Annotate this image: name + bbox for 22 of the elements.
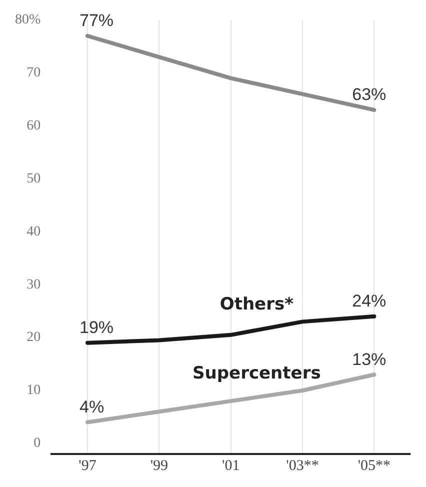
- x-tick-label: '99: [150, 458, 168, 474]
- data-label: 77%: [79, 11, 114, 30]
- series-label: Supercenters: [192, 363, 321, 384]
- y-tick-label: 60: [26, 118, 41, 134]
- data-label: 4%: [79, 397, 104, 416]
- y-tick-label: 20: [26, 330, 41, 346]
- data-label: 63%: [352, 85, 386, 104]
- data-label: 19%: [79, 318, 114, 338]
- y-tick-label: 70: [26, 66, 41, 81]
- y-tick-label: 80%: [14, 12, 41, 28]
- data-label: 24%: [352, 292, 386, 311]
- series-label: Others*: [220, 294, 294, 315]
- y-tick-label: 50: [26, 171, 41, 186]
- x-tick-label: '03**: [286, 458, 319, 474]
- x-tick-label: '01: [222, 458, 240, 474]
- y-tick-label: 40: [26, 224, 41, 240]
- x-tick-label: '05**: [358, 458, 391, 474]
- data-label: 13%: [352, 350, 386, 369]
- y-tick-label: 0: [34, 436, 41, 452]
- y-tick-label: 30: [26, 277, 41, 292]
- x-tick-label: '97: [78, 458, 97, 474]
- y-tick-label: 10: [26, 383, 41, 398]
